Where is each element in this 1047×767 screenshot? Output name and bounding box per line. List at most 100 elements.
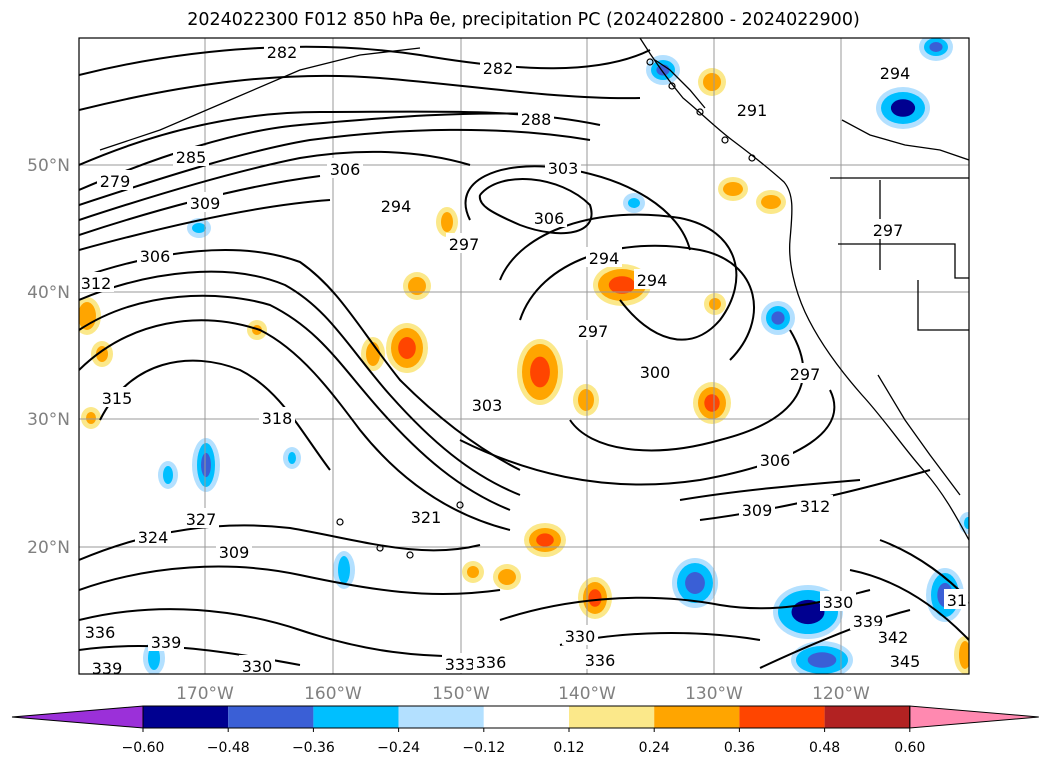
contour-label-bg [887, 650, 923, 670]
theta-e-contour [79, 150, 471, 221]
precip-core [163, 466, 173, 484]
island [406, 551, 414, 559]
theta-e-contour [79, 270, 521, 496]
contour-label-bg [239, 655, 275, 674]
contour-label-bg [480, 57, 516, 77]
colorbar-tick-label: −0.12 [462, 740, 505, 756]
island [721, 136, 729, 144]
contour-label: 297 [873, 221, 904, 240]
theta-e-contour [519, 244, 755, 361]
contour-label-bg [216, 541, 252, 561]
theta-e-contour [79, 112, 551, 191]
contour-label-bg [757, 449, 793, 469]
theta-e-contour [79, 319, 511, 531]
precip-peak [890, 99, 916, 117]
contour-label-bg [545, 157, 581, 177]
contour-label: 333 [445, 655, 476, 674]
contour-label-bg [820, 591, 856, 611]
contour-label-bg [473, 651, 509, 671]
theta-e-contour [79, 128, 591, 206]
contour-label: 285 [176, 148, 207, 167]
contour-label-bg [518, 108, 554, 128]
contour-label: 339 [92, 659, 123, 678]
theta-e-contour [478, 178, 593, 235]
contour-label: 288 [521, 110, 552, 129]
precip-peak [807, 652, 837, 668]
precip-core [467, 566, 479, 578]
contour-label: 306 [330, 160, 361, 179]
precip-core [578, 389, 594, 411]
contour-label-bg [850, 610, 886, 630]
contour-label: 345 [890, 652, 921, 671]
latitude-tick-labels: 50°N 40°N 30°N 20°N [27, 156, 70, 558]
contour-label-bg [187, 192, 223, 212]
colorbar-tick-label: 0.48 [809, 740, 840, 756]
precip-core [498, 569, 516, 585]
contour-label-bg [79, 272, 114, 292]
contour-label: 297 [449, 235, 480, 254]
precip-core [628, 198, 640, 208]
contour-label-bg [378, 195, 414, 215]
contour-label-bg [531, 207, 567, 227]
contour-label-bg [634, 269, 670, 289]
colorbar-tick-label: −0.60 [122, 740, 165, 756]
contour-label-bg [562, 625, 598, 645]
lat-tick-label: 20°N [27, 538, 70, 558]
chart-title: 2024022300 F012 850 hPa θe, precipitatio… [187, 10, 860, 30]
contour-label-bg [264, 41, 300, 61]
colorbar-tick-label: 0.36 [724, 740, 755, 756]
theta-e-contour [759, 609, 911, 669]
contour-label: 312 [800, 497, 831, 516]
contour-label: 339 [151, 633, 182, 652]
contour-label-bg [99, 387, 135, 407]
contour-label: 312 [81, 274, 112, 293]
colorbar-tick-label: −0.36 [292, 740, 335, 756]
contour-label: 303 [472, 396, 503, 415]
contour-label-bg [870, 219, 906, 239]
contour-label: 294 [637, 271, 668, 290]
contour-label-bg [173, 146, 209, 166]
island [748, 154, 756, 162]
precip-core [709, 298, 721, 310]
contour-label-bg [575, 320, 611, 340]
contour-label: 294 [880, 64, 911, 83]
contour-label-bg [89, 657, 125, 674]
contour-label: 294 [381, 197, 412, 216]
contour-label-bg [327, 158, 363, 178]
contour-label-bg [875, 626, 911, 646]
contour-label-bg [944, 589, 969, 609]
coastline [639, 38, 969, 541]
precip-core [288, 452, 296, 464]
lat-tick-label: 40°N [27, 283, 70, 303]
contour-label: 297 [578, 322, 609, 341]
lon-tick-label: 150°W [432, 684, 490, 704]
coastline [877, 374, 961, 496]
contour-label: 303 [548, 159, 579, 178]
lon-tick-label: 140°W [558, 684, 616, 704]
contour-label: 330 [823, 593, 854, 612]
colorbar-extend-min [11, 705, 144, 729]
contour-label-bg [586, 247, 622, 267]
contour-label: 294 [589, 249, 620, 268]
contour-label-bg [137, 245, 173, 265]
contour-label: 318 [262, 409, 293, 428]
precip-core [148, 646, 160, 670]
theta-e-contour [849, 569, 969, 641]
contour-label: 336 [476, 653, 507, 672]
contour-label: 330 [565, 627, 596, 646]
contour-label-bg [135, 526, 171, 546]
island [336, 518, 344, 526]
contour-label-bg [582, 649, 618, 669]
colorbar-tick-labels: −0.60 −0.48 −0.36 −0.24 −0.12 0.12 0.24 0.36 0.4… [122, 728, 925, 756]
precip-peak [530, 356, 550, 388]
precip-core [338, 556, 350, 584]
contour-label: 297 [790, 365, 821, 384]
island [646, 58, 654, 66]
lon-tick-label: 170°W [176, 684, 234, 704]
coastline [917, 280, 969, 331]
precip-peak [201, 452, 211, 478]
theta-e-contour [99, 359, 331, 471]
contour-label-bg [408, 506, 444, 526]
colorbar-segment [483, 706, 569, 728]
colorbar [11, 705, 1039, 729]
